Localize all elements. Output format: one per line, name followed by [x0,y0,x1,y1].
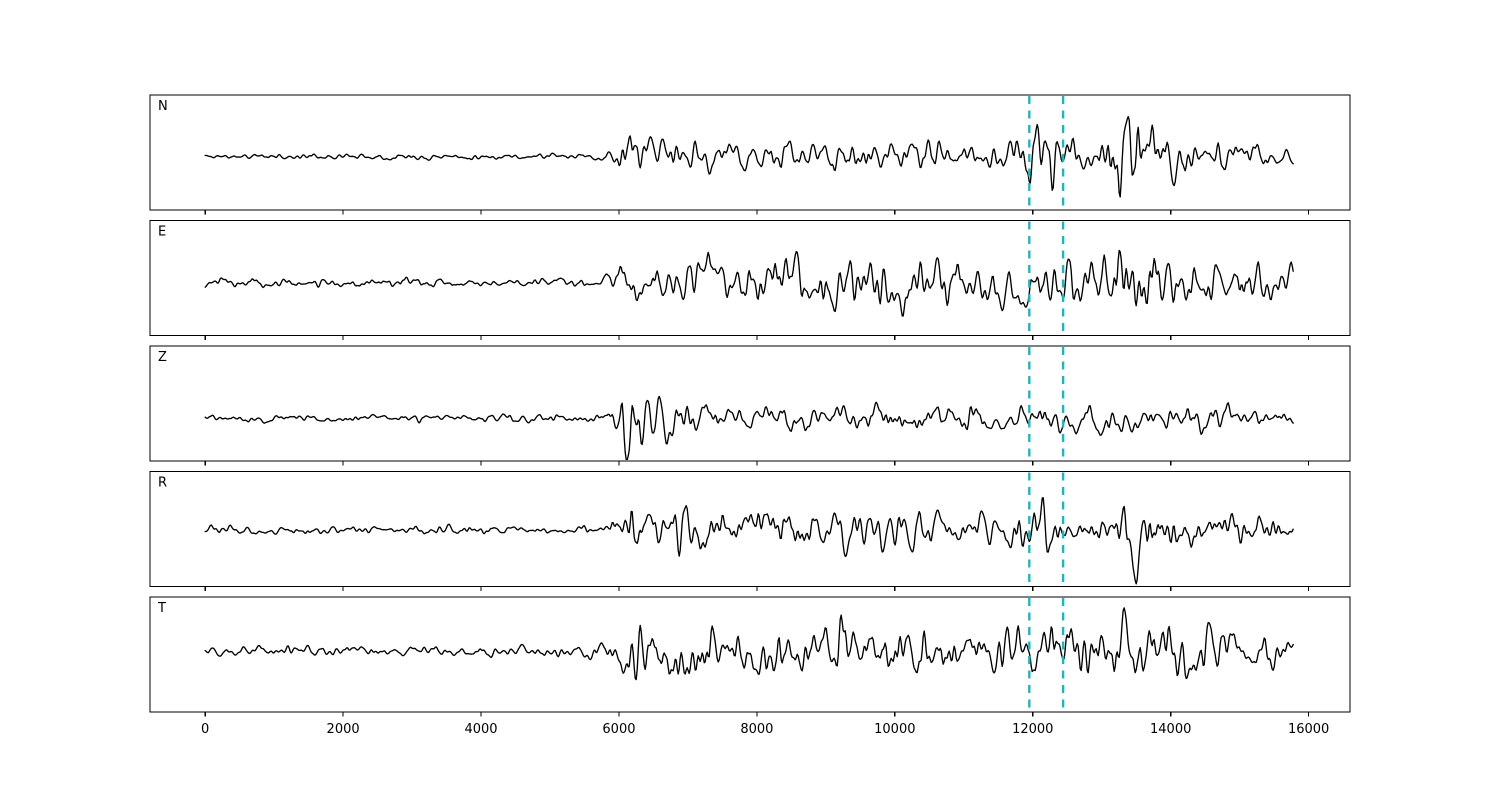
panel-border [149,219,1351,337]
panel-label-T: T [157,601,166,616]
panel-border [149,345,1351,462]
x-tick-label: 6000 [602,722,635,737]
x-tick-label: 4000 [464,722,497,737]
trace-E [204,249,1294,317]
x-tick-label: 14000 [1150,722,1191,737]
panel-border [149,94,1351,211]
panel-T: T [149,596,1351,717]
panel-label-N: N [158,99,168,114]
x-tick-label: 16000 [1288,722,1329,737]
x-tick-label: 8000 [740,722,773,737]
panel-label-E: E [158,225,166,240]
x-tick-label: 10000 [874,722,915,737]
panel-label-Z: Z [158,350,167,365]
x-tick-label: 2000 [327,722,360,737]
panel-R: R [149,470,1351,591]
panel-border [149,470,1351,588]
trace-Z [204,395,1294,460]
panel-label-R: R [158,476,167,491]
trace-R [204,497,1294,585]
trace-T [204,607,1294,681]
panel-N: N [149,94,1351,215]
x-tick-label: 0 [201,722,209,737]
trace-N [204,115,1294,198]
panel-E: E [149,219,1351,340]
panel-Z: Z [149,345,1351,466]
x-tick-label: 12000 [1012,722,1053,737]
panel-border [149,596,1351,713]
